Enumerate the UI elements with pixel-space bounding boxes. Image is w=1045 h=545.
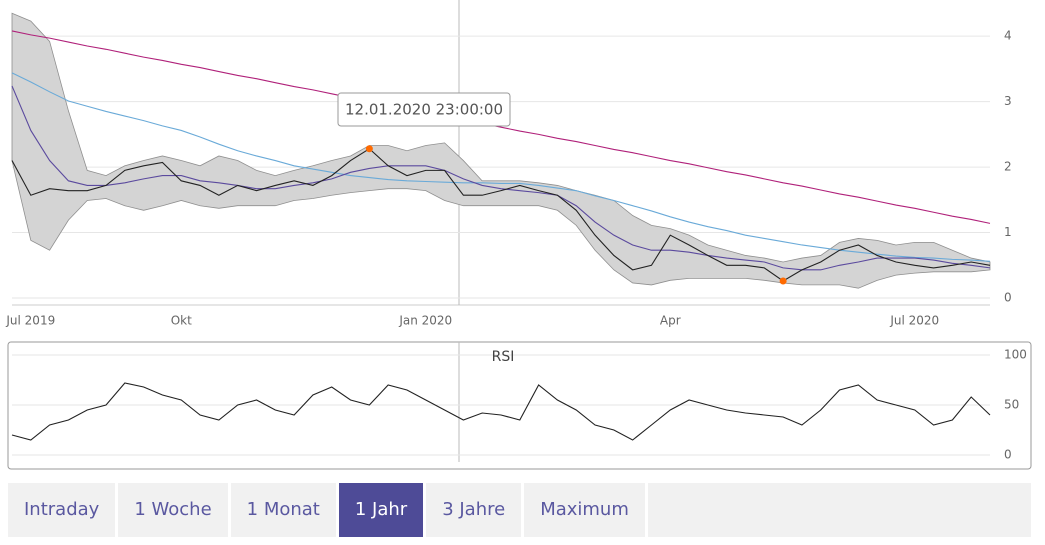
x-tick-label: Jul 2020 <box>889 314 939 328</box>
x-tick-label: Apr <box>660 314 681 328</box>
x-tick-label: Jul 2019 <box>5 314 55 328</box>
range-tab[interactable]: Maximum <box>524 483 648 537</box>
extreme-point <box>365 145 373 153</box>
line <box>11 148 991 282</box>
chart-title: RSI <box>492 349 515 365</box>
tooltip: 12.01.2020 23:00:00 <box>345 101 503 119</box>
line <box>11 72 991 262</box>
line <box>11 382 991 441</box>
y-tick-label: 2 <box>1004 160 1012 174</box>
y-tick-label: 1 <box>1004 225 1012 239</box>
range-tab[interactable]: 1 Woche <box>118 483 231 537</box>
rsi-frame <box>7 341 1032 470</box>
range-tab[interactable]: 1 Monat <box>231 483 339 537</box>
band <box>11 12 991 289</box>
range-tab[interactable]: Intraday <box>8 483 119 537</box>
y-tick-label: 0 <box>1004 291 1012 305</box>
chart: 0 1 2 3 4 Jul 2019 Okt Jan 2020 Apr Jul 2020 0 50 10… <box>5 0 1032 470</box>
range-tabs: Intraday 1 Woche 1 Monat 1 Jahr 3 Jahre Maxim… <box>8 483 1031 537</box>
x-tick-label: Okt <box>171 314 192 328</box>
y-tick-label: 3 <box>1004 94 1012 108</box>
y-tick-label: 0 <box>1004 448 1012 462</box>
line <box>11 30 991 224</box>
y-tick-label: 50 <box>1004 398 1019 412</box>
range-tab[interactable]: 3 Jahre <box>426 483 525 537</box>
y-tick-label: 100 <box>1004 348 1027 362</box>
line <box>11 85 991 271</box>
extreme-point <box>779 277 787 285</box>
range-tab[interactable]: 1 Jahr <box>338 483 427 537</box>
y-tick-label: 4 <box>1004 29 1012 43</box>
tooltip-box <box>337 92 511 127</box>
x-tick-label: Jan 2020 <box>398 314 452 328</box>
